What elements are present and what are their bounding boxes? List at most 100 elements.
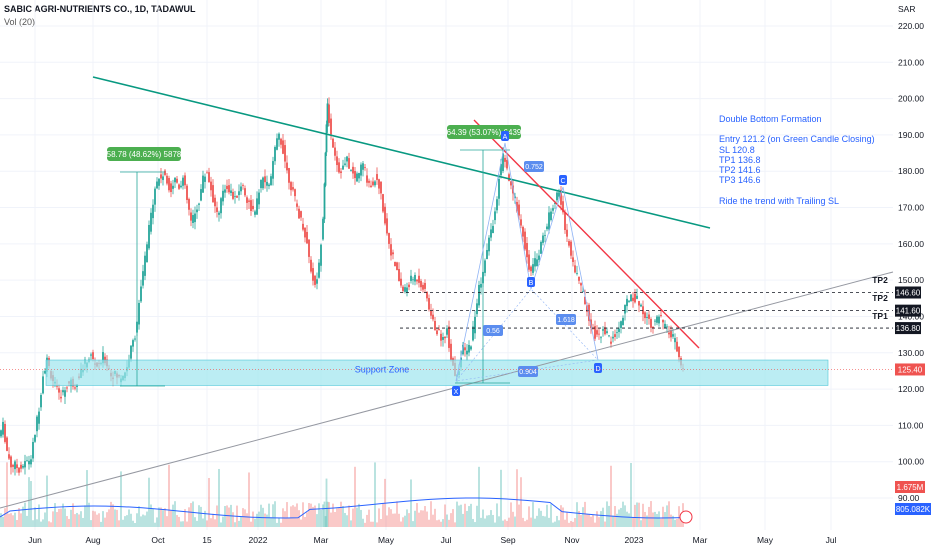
volume-bar xyxy=(322,504,324,527)
candle-body xyxy=(342,165,344,170)
replay-icon xyxy=(679,510,693,524)
volume-bar xyxy=(102,511,104,527)
candle-body xyxy=(558,192,560,197)
candle-body xyxy=(198,203,200,205)
candle-body xyxy=(308,239,310,257)
volume-bar xyxy=(506,520,508,527)
volume-bar xyxy=(558,520,560,527)
volume-bar xyxy=(582,507,584,527)
volume-bar xyxy=(288,517,290,527)
time-tick-label: Sep xyxy=(500,535,515,545)
candle-body xyxy=(536,259,538,267)
pattern-point-label: X xyxy=(454,389,459,396)
candle-body xyxy=(158,178,160,186)
volume-bar xyxy=(136,513,138,527)
candle-body xyxy=(294,189,296,197)
volume-bar xyxy=(22,506,24,527)
candle-body xyxy=(252,205,254,210)
volume-bar xyxy=(570,521,572,527)
volume-bar xyxy=(276,522,278,527)
candle-body xyxy=(484,260,486,273)
volume-bar xyxy=(168,464,170,527)
candle-body xyxy=(310,259,312,272)
volume-bar xyxy=(42,519,44,527)
volume-bar xyxy=(542,515,544,527)
volume-bar xyxy=(664,512,666,527)
fib-ratio-box xyxy=(524,161,544,172)
volume-bar xyxy=(572,521,574,527)
volume-bar xyxy=(372,521,374,527)
volume-bar xyxy=(180,521,182,527)
candle-body xyxy=(274,147,276,162)
candle-body xyxy=(278,133,280,140)
candle-body xyxy=(282,140,284,154)
candle-body xyxy=(464,347,466,351)
candle-body xyxy=(510,181,512,186)
candle-body xyxy=(174,177,176,183)
price-tick-label: 210.00 xyxy=(898,57,924,67)
volume-bar xyxy=(118,520,120,527)
volume-bar xyxy=(86,470,88,527)
volume-bar xyxy=(580,515,582,527)
volume-bar xyxy=(16,520,18,527)
volume-bar xyxy=(204,510,206,527)
candle-body xyxy=(470,346,472,350)
volume-bar xyxy=(126,515,128,527)
candle-body xyxy=(146,244,148,263)
volume-bar xyxy=(216,505,218,527)
volume-bar xyxy=(378,508,380,527)
candle-body xyxy=(304,227,306,238)
volume-bar xyxy=(602,507,604,527)
candle-body xyxy=(384,206,386,224)
trade-note-line xyxy=(719,124,875,134)
volume-bar xyxy=(238,520,240,527)
candle-body xyxy=(548,212,550,230)
trade-note-line: Entry 121.2 (on Green Candle Closing) xyxy=(719,134,875,145)
volume-bar xyxy=(418,512,420,527)
candle-body xyxy=(12,464,14,467)
volume-bar xyxy=(556,515,558,527)
volume-bar xyxy=(414,510,416,527)
time-tick-label: Aug xyxy=(85,535,100,545)
candle-body xyxy=(362,163,364,170)
volume-bar xyxy=(426,511,428,527)
candle-body xyxy=(292,187,294,190)
candle-body xyxy=(490,229,492,238)
time-axis[interactable]: Jun Aug Oct 15 2022 Mar May Jul Sep Nov 2023 Mar May… xyxy=(28,535,836,545)
candle-body xyxy=(264,176,266,183)
time-tick-label: Oct xyxy=(151,535,165,545)
volume-value-label: 1.675M xyxy=(897,483,924,492)
candle-body xyxy=(300,211,302,218)
candle-body xyxy=(668,332,670,335)
candle-body xyxy=(644,312,646,319)
candle-body xyxy=(238,191,240,196)
candle-body xyxy=(552,208,554,211)
candle-body xyxy=(20,464,22,469)
price-tick-label: 150.00 xyxy=(898,275,924,285)
volume-bar xyxy=(122,519,124,527)
volume-bar xyxy=(554,521,556,527)
candle-body xyxy=(578,276,580,281)
candle-body xyxy=(394,261,396,267)
candle-body xyxy=(234,196,236,198)
volume-bar xyxy=(472,518,474,527)
volume-bar xyxy=(200,506,202,527)
candle-body xyxy=(28,460,30,465)
candle-body xyxy=(438,329,440,331)
volume-bar xyxy=(470,503,472,527)
volume-bar xyxy=(228,507,230,527)
volume-bar xyxy=(672,515,674,527)
fib-ratio-box xyxy=(518,366,538,377)
price-axis[interactable]: SAR 220.00 210.00 200.00 190.00 180.00 170.00 1… xyxy=(898,4,924,503)
volume-bar xyxy=(220,522,222,527)
candle-body xyxy=(370,185,372,188)
candle-body xyxy=(212,185,214,203)
candle-body xyxy=(376,174,378,180)
volume-bar xyxy=(392,513,394,527)
volume-bar xyxy=(90,520,92,527)
volume-bar xyxy=(224,506,226,527)
volume-bar xyxy=(604,521,606,527)
volume-bar xyxy=(488,515,490,527)
volume-bar xyxy=(452,509,454,527)
